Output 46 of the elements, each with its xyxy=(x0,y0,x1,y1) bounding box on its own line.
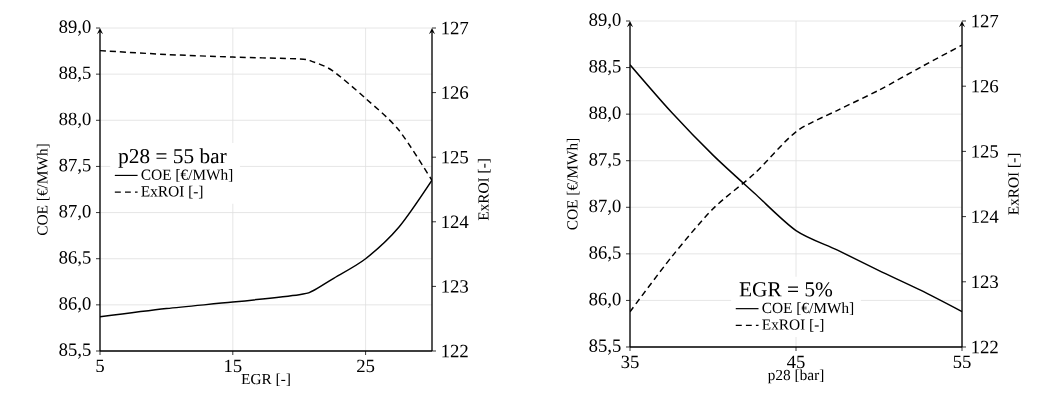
legend-title: p28 = 55 bar xyxy=(118,148,227,168)
y2-axis-title: ExROI [-] xyxy=(1007,153,1021,215)
legend-title: EGR = 5% xyxy=(739,282,833,297)
y2-tick-label: 126 xyxy=(972,79,999,93)
y2-tick-label: 123 xyxy=(442,280,468,293)
x-axis-title: EGR [-] xyxy=(241,373,290,387)
legend-label: COE [€/MWh] xyxy=(141,169,233,182)
y-tick-label: 88,0 xyxy=(589,106,621,122)
legend-label: ExROI [-] xyxy=(141,185,203,199)
y-tick-label: 89,0 xyxy=(59,20,91,36)
y-tick-label: 86,5 xyxy=(59,251,91,267)
x-tick-label: 45 xyxy=(787,355,805,369)
legend-label: ExROI [-] xyxy=(762,318,824,332)
x-tick-label: 55 xyxy=(953,355,971,369)
x-axis-title: p28 [bar] xyxy=(767,369,824,384)
y-axis-title: COE [€/MWh] xyxy=(566,138,580,230)
legend-label: COE [€/MWh] xyxy=(762,302,854,316)
y-tick-label: 87,0 xyxy=(589,199,621,215)
y2-tick-label: 122 xyxy=(442,344,468,358)
x-tick-label: 5 xyxy=(96,359,104,373)
y2-tick-label: 127 xyxy=(972,14,999,28)
y-tick-label: 88,5 xyxy=(589,59,621,76)
y2-tick-label: 127 xyxy=(442,21,469,35)
x-tick-label: 15 xyxy=(225,359,242,373)
y2-tick-label: 122 xyxy=(972,340,998,354)
y-axis-title: COE [€/MWh] xyxy=(36,144,50,236)
y-tick-label: 88,0 xyxy=(59,112,91,128)
y-tick-label: 86,5 xyxy=(589,246,621,262)
y-tick-label: 86,0 xyxy=(589,292,621,309)
y2-tick-label: 124 xyxy=(442,215,469,228)
y2-tick-label: 123 xyxy=(972,275,998,289)
y-tick-label: 88,5 xyxy=(59,66,91,82)
y-tick-label: 85,5 xyxy=(589,339,621,355)
x-tick-label: 35 xyxy=(621,355,639,369)
y-tick-label: 86,0 xyxy=(59,297,91,313)
y2-tick-label: 126 xyxy=(442,86,469,99)
y-tick-label: 87,0 xyxy=(59,204,91,221)
x-tick-label: 25 xyxy=(357,359,375,373)
y-tick-label: 87,5 xyxy=(59,158,91,175)
y-tick-label: 87,5 xyxy=(589,153,621,169)
y2-tick-label: 125 xyxy=(442,150,468,164)
y2-tick-label: 124 xyxy=(972,210,999,223)
y2-tick-label: 125 xyxy=(972,145,998,158)
y-tick-label: 89,0 xyxy=(589,13,621,29)
y-tick-label: 85,5 xyxy=(59,343,91,359)
y2-axis-title: ExROI [-] xyxy=(477,159,491,221)
